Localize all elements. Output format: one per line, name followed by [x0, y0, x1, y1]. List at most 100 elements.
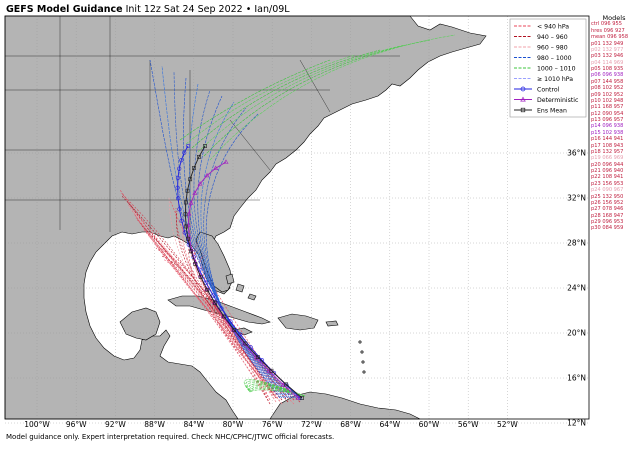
- member-row: p01 132 949: [591, 40, 624, 47]
- mean-marker: [183, 200, 188, 205]
- member-row: p27 078 946: [591, 206, 624, 213]
- ensemble-track: [203, 39, 431, 157]
- mean-marker: [222, 314, 226, 319]
- island: [360, 350, 364, 354]
- island: [361, 360, 365, 364]
- land-masses: [4, 15, 487, 420]
- member-row: p14 096 938: [591, 123, 624, 130]
- member-row: p03 132 946: [591, 53, 624, 60]
- control-marker: [259, 358, 265, 363]
- ensemble-track: [200, 101, 285, 399]
- deterministic-marker: [192, 190, 198, 195]
- border-line: [229, 119, 271, 171]
- control-marker: [182, 150, 187, 155]
- control-marker: [211, 293, 216, 298]
- mean-marker: [198, 274, 203, 279]
- mean-marker: [189, 249, 193, 254]
- ensemble-track: [249, 387, 306, 397]
- control-marker: [179, 218, 184, 223]
- deterministic-marker: [223, 159, 229, 164]
- member-row: mean 096 958: [591, 34, 629, 41]
- lon-label: 88°W: [144, 420, 165, 429]
- mean-marker: [193, 262, 198, 266]
- lon-label: 76°W: [262, 420, 283, 429]
- ensemble-track: [248, 383, 306, 397]
- ensemble-track: [120, 192, 295, 401]
- mean-track: [184, 145, 303, 399]
- lon-label: 56°W: [458, 420, 479, 429]
- legend-label: Ens Mean: [537, 107, 567, 114]
- mean-marker: [197, 154, 201, 159]
- lat-label: 24°N: [567, 284, 586, 293]
- member-row: p19 066 969: [591, 155, 624, 162]
- lon-label: 100°W: [24, 420, 50, 429]
- member-row: p15 102 938: [591, 129, 624, 136]
- mean-marker: [183, 212, 188, 217]
- mean-marker: [203, 144, 207, 148]
- mean-marker: [213, 301, 217, 306]
- lon-label: 92°W: [105, 420, 126, 429]
- title-rest: Init 12z Sat 24 Sep 2022 • Ian/09L: [122, 4, 290, 15]
- legend-label: 1000 – 1010: [537, 65, 576, 72]
- member-row: p07 144 958: [591, 78, 624, 85]
- member-row: p06 096 938: [591, 72, 624, 79]
- member-list-title: Models: [602, 14, 626, 22]
- border-line: [299, 59, 331, 113]
- control-marker: [228, 319, 233, 324]
- mean-marker: [192, 166, 196, 170]
- member-row: p20 096 944: [591, 161, 624, 168]
- ensemble-track: [134, 214, 283, 405]
- member-row: ctrl 096 955: [591, 21, 622, 28]
- lat-label: 28°N: [567, 239, 586, 248]
- mean-marker: [269, 368, 274, 373]
- member-row: p24 090 967: [591, 187, 624, 194]
- member-row: p08 102 952: [591, 85, 624, 92]
- member-row: p02 132 977: [591, 46, 624, 53]
- mean-marker: [284, 382, 289, 387]
- control-marker: [175, 196, 181, 201]
- ensemble-track: [249, 386, 306, 397]
- title-bold: GEFS Model Guidance: [6, 4, 123, 15]
- legend-marker: [520, 86, 526, 92]
- ensemble-track: [121, 195, 289, 403]
- ensemble-track: [197, 44, 406, 153]
- ensemble-track: [205, 113, 281, 399]
- lon-label: 84°W: [183, 420, 204, 429]
- member-row: p22 108 941: [591, 174, 624, 181]
- member-row: p29 096 953: [591, 219, 624, 225]
- mean-marker: [300, 396, 304, 400]
- deterministic-marker: [253, 354, 259, 360]
- ensemble-track: [247, 382, 306, 397]
- member-row: p26 156 952: [591, 199, 624, 206]
- bahamas-3: [247, 293, 257, 301]
- legend-label: ≥ 1010 hPa: [537, 76, 573, 83]
- control-marker: [271, 370, 277, 376]
- ensemble-track: [142, 228, 271, 401]
- deterministic-marker: [197, 181, 203, 186]
- legend-label: 960 – 980: [537, 44, 568, 51]
- ensemble-track: [193, 89, 289, 399]
- jamaica: [233, 327, 253, 336]
- mean-marker: [232, 328, 237, 332]
- island: [358, 340, 362, 344]
- lat-label: 16°N: [567, 374, 586, 383]
- member-row: p17 108 943: [591, 142, 624, 149]
- ensemble-track: [209, 34, 456, 161]
- deterministic-marker: [204, 172, 210, 178]
- ensemble-track: [197, 95, 287, 399]
- ensemble-track: [182, 218, 283, 401]
- ensemble-track: [243, 379, 306, 397]
- deterministic-marker: [186, 234, 192, 239]
- lon-label: 68°W: [340, 420, 361, 429]
- member-row: p10 102 948: [591, 97, 624, 104]
- lat-label: 20°N: [567, 329, 586, 338]
- hispaniola: [277, 313, 319, 331]
- ensemble-track: [182, 221, 277, 403]
- lat-label: 32°N: [567, 194, 586, 203]
- disclaimer-footer: Model guidance only. Expert interpretati…: [6, 433, 335, 441]
- mean-marker: [243, 341, 248, 346]
- member-row: p16 144 941: [591, 136, 624, 143]
- lat-label: 36°N: [567, 149, 586, 158]
